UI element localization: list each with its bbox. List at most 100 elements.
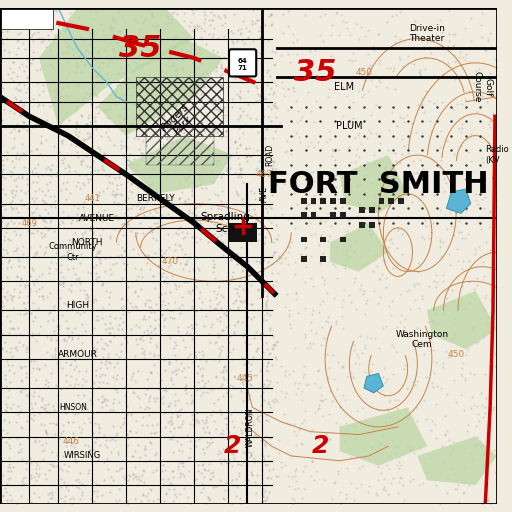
- Point: [441, 431, 449, 439]
- Point: [438, 442, 446, 450]
- Point: [465, 480, 474, 488]
- Point: [396, 473, 404, 481]
- Point: [37, 396, 46, 404]
- Point: [436, 206, 444, 214]
- Point: [245, 206, 253, 214]
- Point: [297, 419, 306, 427]
- Point: [46, 494, 54, 502]
- Point: [38, 270, 46, 278]
- Point: [15, 262, 23, 270]
- Point: [185, 420, 194, 428]
- Point: [219, 430, 227, 438]
- Point: [199, 484, 207, 492]
- Point: [65, 324, 73, 332]
- Point: [135, 39, 143, 48]
- Point: [267, 10, 275, 18]
- Point: [92, 480, 100, 488]
- Point: [182, 381, 190, 389]
- Point: [332, 8, 340, 16]
- Point: [328, 152, 336, 160]
- Bar: [321, 198, 326, 204]
- Point: [101, 401, 110, 410]
- Point: [437, 384, 445, 392]
- Point: [334, 196, 343, 204]
- Point: [69, 494, 77, 502]
- Point: [154, 48, 162, 56]
- Point: [210, 24, 218, 32]
- Point: [207, 15, 216, 24]
- Point: [154, 343, 162, 351]
- Point: [45, 408, 53, 416]
- Point: [18, 424, 27, 433]
- Point: [219, 114, 227, 122]
- Point: [438, 28, 446, 36]
- Point: [79, 233, 88, 241]
- Bar: [321, 256, 326, 262]
- Point: [315, 404, 323, 412]
- Point: [243, 188, 251, 197]
- Point: [0, 344, 6, 352]
- Point: [171, 298, 179, 306]
- Point: [143, 76, 152, 84]
- Point: [183, 454, 191, 462]
- Point: [390, 168, 398, 177]
- Point: [269, 465, 277, 473]
- Point: [12, 246, 20, 254]
- Point: [38, 292, 46, 301]
- Point: [117, 143, 125, 152]
- Point: [243, 448, 251, 456]
- Point: [78, 339, 86, 347]
- Point: [18, 481, 26, 489]
- Point: [13, 30, 22, 38]
- Point: [9, 58, 17, 66]
- Point: [6, 378, 14, 387]
- Point: [219, 426, 227, 434]
- Point: [276, 51, 285, 59]
- Point: [369, 42, 377, 50]
- Point: [284, 216, 292, 224]
- Point: [287, 324, 295, 332]
- Point: [369, 267, 377, 275]
- Point: [174, 412, 182, 420]
- Point: [71, 348, 79, 356]
- Point: [147, 180, 155, 188]
- Point: [290, 496, 298, 504]
- Point: [263, 292, 271, 301]
- Point: [332, 243, 340, 251]
- Point: [177, 358, 185, 367]
- Point: [208, 178, 216, 186]
- Point: [131, 495, 139, 503]
- Point: [140, 17, 148, 25]
- Point: [99, 166, 108, 174]
- Point: [363, 333, 371, 341]
- Point: [268, 20, 276, 28]
- Point: [3, 296, 11, 305]
- Polygon shape: [126, 136, 233, 194]
- Point: [12, 186, 20, 195]
- Point: [252, 97, 261, 105]
- Point: [24, 83, 32, 92]
- Point: [204, 238, 212, 246]
- Point: [141, 301, 149, 309]
- Point: [53, 286, 61, 294]
- Point: [165, 89, 174, 97]
- Point: [310, 177, 318, 185]
- Point: [16, 20, 24, 28]
- Point: [14, 324, 22, 332]
- Point: [154, 101, 162, 109]
- Point: [0, 165, 8, 173]
- Point: [87, 168, 95, 176]
- Point: [45, 31, 53, 39]
- Point: [265, 400, 273, 408]
- Point: [254, 412, 263, 420]
- Point: [221, 414, 229, 422]
- Point: [411, 338, 419, 347]
- Point: [169, 447, 178, 456]
- Point: [195, 138, 203, 146]
- Point: [449, 438, 457, 446]
- Point: [225, 82, 233, 90]
- Point: [155, 385, 163, 393]
- Point: [381, 486, 389, 495]
- Point: [234, 190, 242, 199]
- Point: [181, 154, 189, 162]
